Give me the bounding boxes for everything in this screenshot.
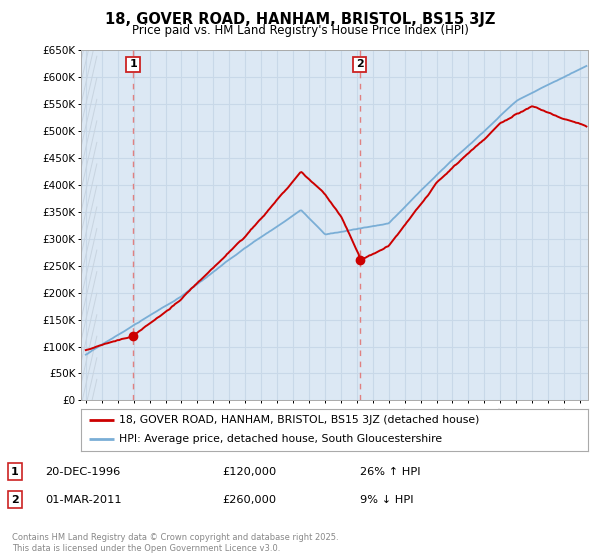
- Text: 2: 2: [11, 494, 19, 505]
- Text: 9% ↓ HPI: 9% ↓ HPI: [360, 494, 413, 505]
- Text: £120,000: £120,000: [222, 466, 276, 477]
- Text: 18, GOVER ROAD, HANHAM, BRISTOL, BS15 3JZ: 18, GOVER ROAD, HANHAM, BRISTOL, BS15 3J…: [105, 12, 495, 27]
- Text: 1: 1: [11, 466, 19, 477]
- Text: 26% ↑ HPI: 26% ↑ HPI: [360, 466, 421, 477]
- Text: 1: 1: [129, 59, 137, 69]
- Text: Contains HM Land Registry data © Crown copyright and database right 2025.
This d: Contains HM Land Registry data © Crown c…: [12, 533, 338, 553]
- Text: Price paid vs. HM Land Registry's House Price Index (HPI): Price paid vs. HM Land Registry's House …: [131, 24, 469, 37]
- Text: £260,000: £260,000: [222, 494, 276, 505]
- Text: 01-MAR-2011: 01-MAR-2011: [45, 494, 122, 505]
- Text: 18, GOVER ROAD, HANHAM, BRISTOL, BS15 3JZ (detached house): 18, GOVER ROAD, HANHAM, BRISTOL, BS15 3J…: [119, 415, 479, 425]
- Text: 2: 2: [356, 59, 364, 69]
- Text: 20-DEC-1996: 20-DEC-1996: [45, 466, 120, 477]
- Text: HPI: Average price, detached house, South Gloucestershire: HPI: Average price, detached house, Sout…: [119, 435, 442, 445]
